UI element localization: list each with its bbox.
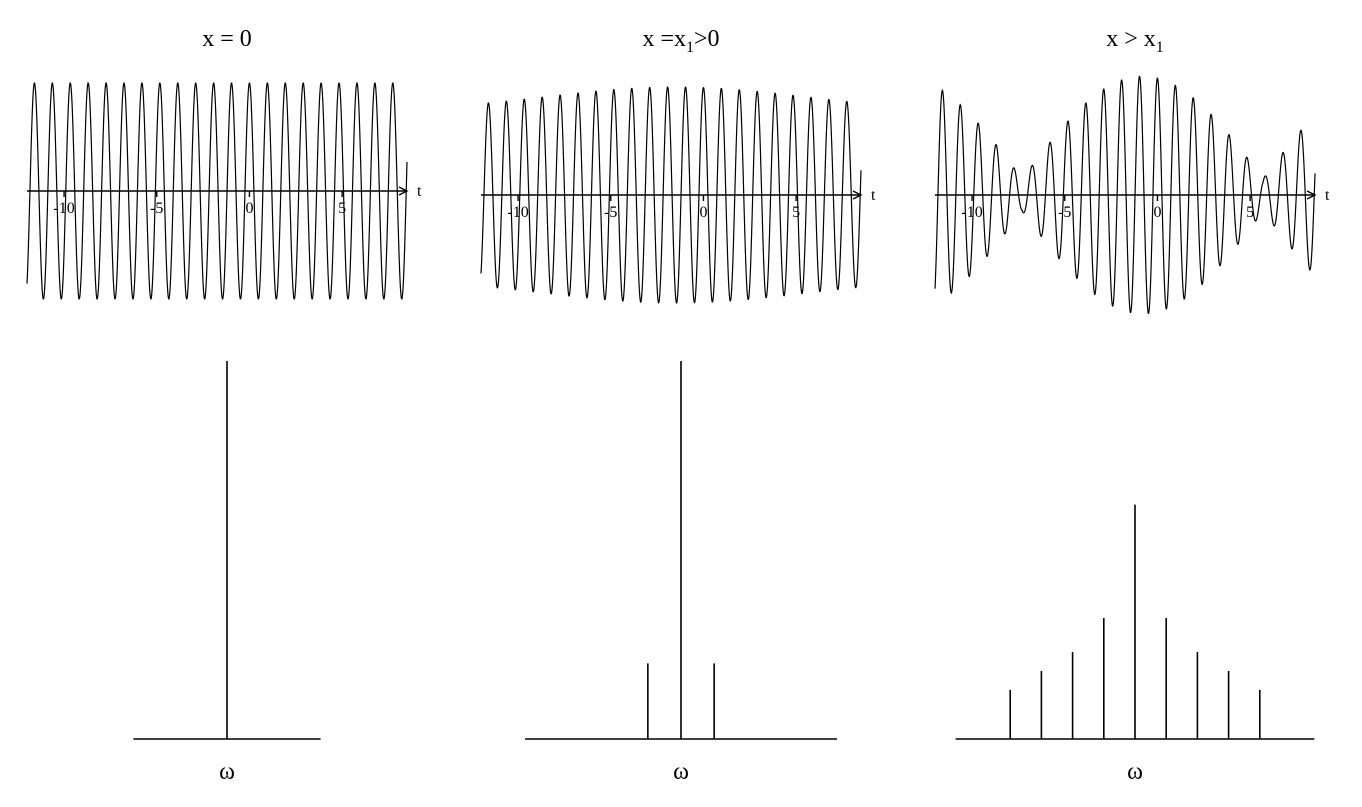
svg-text:5: 5: [792, 204, 800, 221]
svg-text:0: 0: [699, 204, 707, 221]
time-plot-0: -10-505 t: [17, 61, 437, 321]
svg-text:t: t: [417, 183, 422, 200]
svg-text:-5: -5: [1058, 204, 1071, 221]
svg-text:-5: -5: [150, 200, 163, 217]
time-title-0: x = 0: [17, 26, 437, 53]
svg-text:-5: -5: [604, 204, 617, 221]
spectrum-panel-0: ω: [32, 355, 422, 786]
time-plot-2: -10-505 t: [925, 65, 1345, 325]
time-title-1: x =x1>0: [471, 26, 891, 57]
spectrum-panel-2: ω: [940, 355, 1330, 786]
spectrum-xlabel-0: ω: [32, 759, 422, 786]
time-panel-2: x > x1 -10-505 t: [925, 26, 1345, 325]
spectrum-panel-1: ω: [486, 355, 876, 786]
svg-text:0: 0: [1153, 204, 1161, 221]
svg-text:t: t: [871, 187, 876, 204]
spectrum-xlabel-2: ω: [940, 759, 1330, 786]
svg-text:t: t: [1325, 187, 1330, 204]
svg-text:5: 5: [338, 200, 346, 217]
time-panel-1: x =x1>0 -10-505 t: [471, 26, 891, 325]
frequency-domain-row: ω ω ω: [0, 355, 1362, 786]
spectrum-xlabel-1: ω: [486, 759, 876, 786]
spectrum-plot-2: [940, 355, 1330, 755]
time-domain-row: x = 0 -10-505 t x =x1>0 -10-505 t x > x1…: [0, 0, 1362, 325]
spectrum-plot-1: [486, 355, 876, 755]
time-title-2: x > x1: [925, 26, 1345, 57]
time-plot-1: -10-505 t: [471, 65, 891, 325]
svg-text:0: 0: [245, 200, 253, 217]
spectrum-plot-0: [32, 355, 422, 755]
time-panel-0: x = 0 -10-505 t: [17, 26, 437, 325]
